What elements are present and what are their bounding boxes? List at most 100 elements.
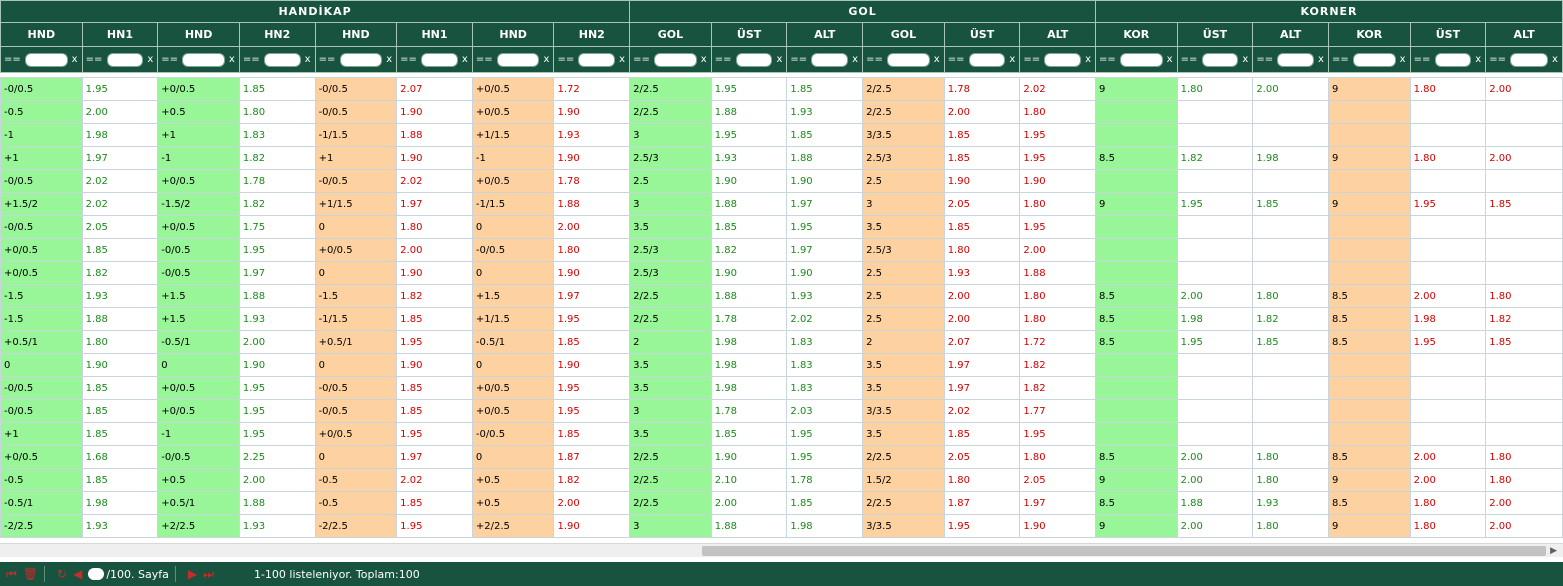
table-cell[interactable]: +1.5 [157, 284, 240, 308]
filter-input[interactable] [578, 52, 616, 67]
filter-clear-icon[interactable]: x [228, 54, 235, 65]
table-cell[interactable]: +0/0.5 [157, 399, 240, 423]
table-cell[interactable]: +0.5 [471, 468, 555, 492]
table-cell[interactable]: 2.00 [81, 100, 159, 124]
filter-operator[interactable]: == [557, 54, 575, 65]
table-cell[interactable]: -0/0.5 [471, 422, 555, 446]
table-cell[interactable] [1409, 353, 1487, 377]
table-cell[interactable] [1485, 399, 1563, 423]
table-cell[interactable]: 3.5 [629, 422, 712, 446]
filter-operator[interactable]: == [161, 54, 179, 65]
table-cell[interactable]: 0 [471, 215, 555, 239]
table-cell[interactable]: 2.00 [1409, 284, 1487, 308]
table-cell[interactable]: +0.5/1 [0, 330, 83, 354]
scrollbar-thumb[interactable] [702, 546, 1546, 556]
table-cell[interactable]: 0 [314, 215, 398, 239]
table-cell[interactable]: 1.88 [396, 123, 473, 147]
table-cell[interactable]: 1.85 [710, 422, 788, 446]
table-cell[interactable]: -1 [0, 123, 83, 147]
table-cell[interactable]: 1.98 [710, 353, 788, 377]
table-cell[interactable]: 1.95 [396, 422, 473, 446]
table-cell[interactable]: 1.80 [1485, 468, 1563, 492]
table-cell[interactable]: 1.85 [396, 376, 473, 400]
table-cell[interactable]: +1.5/2 [0, 192, 83, 216]
table-cell[interactable] [1409, 399, 1487, 423]
table-cell[interactable]: 1.88 [786, 146, 864, 170]
table-cell[interactable]: 1.97 [396, 192, 473, 216]
table-cell[interactable]: 2.02 [1019, 77, 1097, 101]
column-header[interactable]: HN1 [396, 22, 473, 47]
filter-clear-icon[interactable]: x [776, 54, 783, 65]
table-cell[interactable]: 2.05 [943, 192, 1021, 216]
table-cell[interactable] [1409, 261, 1487, 285]
table-cell[interactable]: 1.80 [1252, 284, 1329, 308]
table-cell[interactable]: 2.02 [786, 307, 864, 331]
table-cell[interactable]: 0 [0, 353, 83, 377]
table-cell[interactable]: 3 [629, 192, 712, 216]
table-cell[interactable]: 1.95 [786, 422, 864, 446]
table-cell[interactable]: 1.97 [786, 238, 864, 262]
table-cell[interactable]: +1 [157, 123, 240, 147]
filter-input[interactable] [1434, 52, 1472, 67]
table-cell[interactable] [1485, 100, 1563, 124]
table-cell[interactable]: 1.85 [1252, 192, 1329, 216]
table-cell[interactable]: 1.93 [238, 307, 316, 331]
table-cell[interactable]: 8.5 [1327, 284, 1411, 308]
table-cell[interactable]: 1.90 [1019, 514, 1097, 538]
table-cell[interactable] [1327, 123, 1411, 147]
table-cell[interactable]: 1.80 [1409, 146, 1487, 170]
filter-operator[interactable]: == [1413, 54, 1431, 65]
table-cell[interactable]: 1.80 [81, 330, 159, 354]
table-cell[interactable]: 9 [1327, 192, 1411, 216]
table-cell[interactable]: 1.88 [1176, 491, 1254, 515]
table-cell[interactable]: -0.5 [314, 491, 398, 515]
table-cell[interactable]: 1.90 [553, 261, 631, 285]
table-cell[interactable]: 1.85 [396, 307, 473, 331]
table-cell[interactable]: 1.90 [553, 146, 631, 170]
table-row[interactable]: +0/0.5 1.68 -0/0.5 2.25 0 1.97 0 1.87 2/2.5 1.90 1… [0, 445, 1563, 469]
table-cell[interactable]: 1.80 [1019, 192, 1097, 216]
table-cell[interactable] [1095, 422, 1178, 446]
table-cell[interactable]: 1.80 [943, 238, 1021, 262]
filter-clear-icon[interactable]: x [1009, 54, 1016, 65]
table-cell[interactable]: 2/2.5 [629, 491, 712, 515]
filter-input[interactable] [1277, 52, 1314, 67]
table-cell[interactable]: -0/0.5 [314, 376, 398, 400]
table-cell[interactable]: 1.85 [553, 422, 631, 446]
table-cell[interactable] [1095, 100, 1178, 124]
table-cell[interactable]: 1.97 [1019, 491, 1097, 515]
table-row[interactable]: -0/0.5 1.95 +0/0.5 1.85 -0/0.5 2.07 +0/0.5 1.72… [0, 77, 1563, 101]
filter-clear-icon[interactable]: x [304, 54, 311, 65]
table-cell[interactable]: 3 [862, 192, 945, 216]
table-cell[interactable]: 1.98 [1176, 307, 1254, 331]
table-cell[interactable] [1485, 376, 1563, 400]
table-cell[interactable]: -0.5 [0, 100, 83, 124]
table-cell[interactable]: 1.90 [710, 445, 788, 469]
table-row[interactable]: +0.5/1 1.80 -0.5/1 2.00 +0.5/1 1.95 -0.5/1 1.85… [0, 330, 1563, 354]
table-cell[interactable]: 1.88 [238, 284, 316, 308]
table-cell[interactable]: 2.5/3 [629, 261, 712, 285]
table-cell[interactable]: 8.5 [1095, 307, 1178, 331]
table-cell[interactable]: 1.93 [786, 284, 864, 308]
table-cell[interactable] [1409, 422, 1487, 446]
table-cell[interactable]: 1.80 [1252, 468, 1329, 492]
table-cell[interactable]: 1.87 [553, 445, 631, 469]
table-cell[interactable]: 1.90 [396, 100, 473, 124]
table-cell[interactable]: 2.02 [943, 399, 1021, 423]
table-cell[interactable] [1095, 353, 1178, 377]
table-cell[interactable]: 3 [629, 123, 712, 147]
table-cell[interactable]: 1.95 [553, 376, 631, 400]
table-cell[interactable]: -0/0.5 [471, 238, 555, 262]
table-cell[interactable]: 2/2.5 [629, 77, 712, 101]
table-cell[interactable]: 2.00 [1176, 445, 1254, 469]
table-cell[interactable]: 8.5 [1327, 445, 1411, 469]
column-header[interactable]: HN2 [238, 22, 316, 47]
table-cell[interactable]: +0.5/1 [157, 491, 240, 515]
table-cell[interactable]: 3.5 [862, 353, 945, 377]
table-cell[interactable]: 1.98 [710, 330, 788, 354]
table-cell[interactable] [1409, 123, 1487, 147]
table-cell[interactable] [1252, 123, 1329, 147]
table-cell[interactable]: 9 [1095, 514, 1178, 538]
filter-input[interactable] [1044, 52, 1082, 67]
table-cell[interactable]: 3.5 [862, 422, 945, 446]
